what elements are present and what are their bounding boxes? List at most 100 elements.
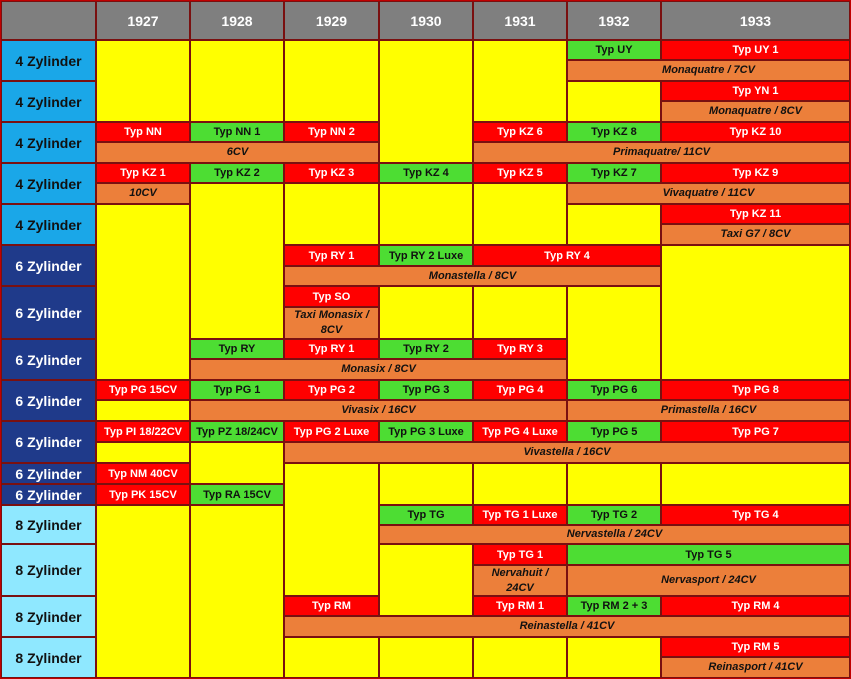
empty-cell — [473, 463, 567, 505]
series-band: Nervahuit / 24CV — [473, 565, 567, 596]
series-band: Reinastella / 41CV — [284, 616, 850, 637]
model-cell: Typ PG 15CV — [96, 380, 190, 400]
empty-cell — [379, 183, 473, 245]
model-cell: Typ RY 4 — [473, 245, 661, 266]
model-cell: Typ RY 2 Luxe — [379, 245, 473, 266]
empty-cell — [379, 40, 473, 163]
row-label: 8 Zylinder — [1, 505, 96, 544]
model-cell: Typ RY 2 — [379, 339, 473, 359]
empty-cell — [190, 40, 284, 122]
row-label: 6 Zylinder — [1, 421, 96, 463]
model-cell: Typ KZ 4 — [379, 163, 473, 183]
row-label: 6 Zylinder — [1, 286, 96, 339]
model-cell: Typ KZ 3 — [284, 163, 379, 183]
model-cell: Typ PG 4 — [473, 380, 567, 400]
empty-cell — [379, 286, 473, 339]
model-cell: Typ RY — [190, 339, 284, 359]
model-cell: Typ PG 2 — [284, 380, 379, 400]
series-band: Monaquatre / 8CV — [661, 101, 850, 122]
model-cell: Typ KZ 11 — [661, 204, 850, 224]
series-band: Monastella / 8CV — [284, 266, 661, 286]
model-cell: Typ PI 18/22CV — [96, 421, 190, 442]
model-cell: Typ PG 3 Luxe — [379, 421, 473, 442]
series-band: 10CV — [96, 183, 190, 204]
empty-cell — [96, 442, 190, 463]
model-cell: Typ TG 2 — [567, 505, 661, 525]
row-label: 6 Zylinder — [1, 380, 96, 421]
empty-cell — [473, 286, 567, 339]
series-band: Reinasport / 41CV — [661, 657, 850, 678]
model-cell: Typ RY 1 — [284, 339, 379, 359]
model-cell: Typ KZ 7 — [567, 163, 661, 183]
row-label: 4 Zylinder — [1, 40, 96, 81]
empty-cell — [473, 637, 567, 678]
empty-cell — [379, 637, 473, 678]
row-label: 6 Zylinder — [1, 245, 96, 286]
series-band: Monasix / 8CV — [190, 359, 567, 380]
year-header: 1933 — [661, 1, 850, 40]
model-cell: Typ RY 1 — [284, 245, 379, 266]
model-cell: Typ PG 3 — [379, 380, 473, 400]
empty-cell — [284, 637, 379, 678]
model-cell: Typ KZ 9 — [661, 163, 850, 183]
year-header: 1930 — [379, 1, 473, 40]
row-label: 8 Zylinder — [1, 544, 96, 596]
empty-cell — [661, 245, 850, 380]
model-cell: Typ YN 1 — [661, 81, 850, 101]
year-header: 1931 — [473, 1, 567, 40]
model-cell: Typ RY 3 — [473, 339, 567, 359]
model-cell: Typ PZ 18/24CV — [190, 421, 284, 442]
model-cell: Typ RM 1 — [473, 596, 567, 616]
row-label: 4 Zylinder — [1, 163, 96, 204]
empty-cell — [567, 286, 661, 380]
year-header: 1932 — [567, 1, 661, 40]
model-cell: Typ PG 1 — [190, 380, 284, 400]
model-cell: Typ NN — [96, 122, 190, 142]
model-cell: Typ KZ 8 — [567, 122, 661, 142]
row-label: 4 Zylinder — [1, 122, 96, 163]
empty-cell — [567, 204, 661, 245]
year-header: 1927 — [96, 1, 190, 40]
empty-cell — [190, 442, 284, 484]
empty-cell — [661, 463, 850, 505]
model-cell: Typ TG 1 — [473, 544, 567, 565]
series-band: Vivastella / 16CV — [284, 442, 850, 463]
model-cell: Typ PG 4 Luxe — [473, 421, 567, 442]
row-label: 8 Zylinder — [1, 637, 96, 678]
row-label: 8 Zylinder — [1, 596, 96, 637]
model-cell: Typ PK 15CV — [96, 484, 190, 505]
model-cell: Typ TG 1 Luxe — [473, 505, 567, 525]
model-cell: Typ KZ 1 — [96, 163, 190, 183]
model-cell: Typ NN 1 — [190, 122, 284, 142]
model-cell: Typ RM 4 — [661, 596, 850, 616]
empty-cell — [567, 81, 661, 122]
model-cell: Typ RM — [284, 596, 379, 616]
series-band: Primastella / 16CV — [567, 400, 850, 421]
empty-cell — [284, 183, 379, 245]
row-label: 6 Zylinder — [1, 339, 96, 380]
model-cell: Typ UY — [567, 40, 661, 60]
model-cell: Typ PG 6 — [567, 380, 661, 400]
empty-cell — [473, 183, 567, 245]
model-cell: Typ NM 40CV — [96, 463, 190, 484]
row-label: 6 Zylinder — [1, 463, 96, 484]
model-cell: Typ KZ 6 — [473, 122, 567, 142]
empty-cell — [379, 463, 473, 505]
series-band: Vivasix / 16CV — [190, 400, 567, 421]
model-cell: Typ KZ 10 — [661, 122, 850, 142]
model-cell: Typ KZ 2 — [190, 163, 284, 183]
model-cell: Typ TG 5 — [567, 544, 850, 565]
empty-cell — [190, 183, 284, 339]
year-header: 1929 — [284, 1, 379, 40]
model-cell: Typ UY 1 — [661, 40, 850, 60]
model-cell: Typ RA 15CV — [190, 484, 284, 505]
series-band: Vivaquatre / 11CV — [567, 183, 850, 204]
row-label: 6 Zylinder — [1, 484, 96, 505]
year-header: 1928 — [190, 1, 284, 40]
header-corner — [1, 1, 96, 40]
model-cell: Typ TG — [379, 505, 473, 525]
model-cell: Typ RM 2 + 3 — [567, 596, 661, 616]
empty-cell — [567, 637, 661, 678]
empty-cell — [96, 505, 190, 678]
